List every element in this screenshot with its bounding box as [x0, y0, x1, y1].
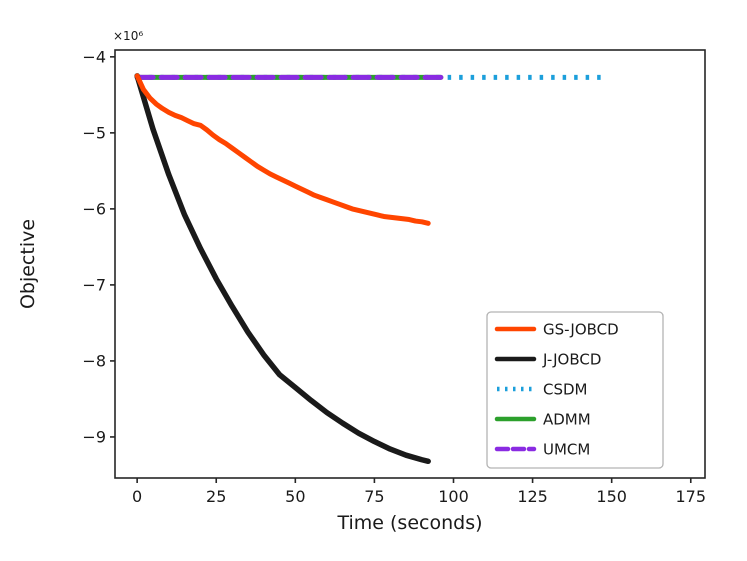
- plot-frame: [114, 49, 706, 479]
- series-line-gs-jobcd: [134, 73, 431, 226]
- series-line-j-jobcd: [134, 73, 431, 465]
- legend-label-csdm: CSDM: [543, 381, 588, 399]
- y-axis-label: Objective: [17, 219, 39, 309]
- y-tick-label: −7: [82, 275, 106, 294]
- legend-box: [486, 311, 664, 469]
- y-tick-label: −6: [82, 199, 106, 218]
- x-tick-label: 150: [596, 487, 627, 506]
- x-axis-label: Time (seconds): [336, 512, 482, 534]
- y-tick-label: −5: [82, 123, 106, 142]
- legend-label-umcm: UMCM: [543, 441, 590, 459]
- legend-label-admm: ADMM: [543, 411, 591, 429]
- y-tick-label: −8: [82, 351, 106, 370]
- y-axis-offset-text: ×10⁶: [113, 29, 143, 43]
- x-tick-label: 100: [438, 487, 469, 506]
- y-tick-label: −9: [82, 427, 106, 446]
- x-tick-label: 175: [675, 487, 706, 506]
- x-tick-label: 75: [364, 487, 384, 506]
- x-tick-label: 125: [517, 487, 548, 506]
- y-tick-label: −4: [82, 47, 106, 66]
- x-tick-label: 25: [206, 487, 226, 506]
- x-tick-label: 50: [285, 487, 305, 506]
- plot-area: 0 25 50 75 100 125 150 175 −4 −5 −6 −7 −8 −9 GS-JOBCD J…: [82, 47, 706, 506]
- legend-label-gs-jobcd: GS-JOBCD: [543, 321, 619, 339]
- x-tick-label: 0: [132, 487, 142, 506]
- legend-label-j-jobcd: J-JOBCD: [542, 351, 601, 369]
